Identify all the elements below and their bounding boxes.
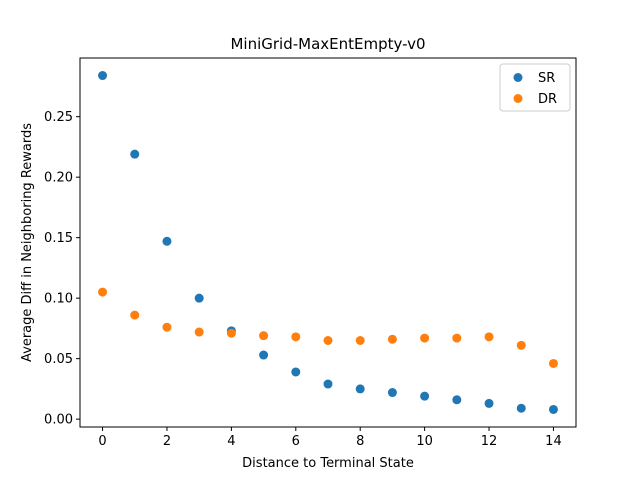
y-axis-label: Average Diff in Neighboring Rewards: [20, 123, 35, 362]
legend-box: [499, 63, 571, 112]
data-points: [98, 71, 558, 414]
x-axis: 0 2 4 6 8 10 12 14: [98, 427, 562, 449]
data-point-sr: [291, 367, 301, 377]
axes-frame: [79, 57, 577, 428]
x-tick-label: 2: [163, 434, 171, 449]
data-point-dr: [548, 358, 558, 368]
data-point-sr: [516, 403, 526, 413]
data-point-sr: [387, 388, 397, 398]
data-point-sr: [194, 293, 204, 303]
legend-marker-sr: [513, 73, 523, 82]
y-tick-label: 0.15: [44, 231, 73, 246]
data-point-sr: [98, 71, 108, 81]
data-point-sr: [355, 384, 365, 394]
data-point-dr: [323, 335, 333, 345]
data-point-sr: [259, 350, 269, 360]
legend-label-sr: SR: [538, 71, 555, 86]
y-tick-label: 0.20: [44, 171, 73, 186]
y-tick-label: 0.10: [44, 292, 73, 307]
data-point-dr: [387, 334, 397, 344]
data-point-sr: [452, 395, 462, 405]
x-tick-label: 4: [227, 434, 235, 449]
legend-label-dr: DR: [538, 92, 557, 107]
x-tick-label: 8: [356, 434, 364, 449]
data-point-dr: [420, 333, 430, 343]
legend: SR DR: [499, 63, 571, 112]
data-point-dr: [291, 332, 301, 342]
data-point-sr: [130, 149, 140, 159]
data-point-sr: [484, 398, 494, 408]
data-point-dr: [259, 331, 269, 341]
y-axis: 0.00 0.05 0.10 0.15 0.20 0.25: [44, 110, 80, 428]
x-tick-label: 6: [292, 434, 300, 449]
x-tick-label: 0: [98, 434, 106, 449]
y-tick-label: 0.05: [44, 352, 73, 367]
legend-marker-dr: [513, 94, 523, 103]
data-point-sr: [323, 379, 333, 389]
series-sr: [98, 71, 558, 414]
y-tick-label: 0.00: [44, 413, 73, 428]
x-axis-label: Distance to Terminal State: [242, 456, 414, 471]
chart-title: MiniGrid-MaxEntEmpty-v0: [230, 35, 425, 53]
data-point-sr: [162, 236, 172, 246]
data-point-dr: [194, 327, 204, 337]
data-point-dr: [484, 332, 494, 342]
data-point-sr: [548, 404, 558, 414]
data-point-dr: [162, 322, 172, 332]
data-point-dr: [226, 328, 236, 338]
data-point-sr: [420, 391, 430, 401]
y-tick-label: 0.25: [44, 110, 73, 125]
data-point-dr: [98, 287, 108, 297]
series-dr: [98, 287, 558, 368]
data-point-dr: [130, 310, 140, 320]
data-point-dr: [452, 333, 462, 343]
data-point-dr: [355, 335, 365, 345]
x-tick-label: 14: [545, 434, 562, 449]
data-point-dr: [516, 340, 526, 350]
x-tick-label: 12: [481, 434, 498, 449]
x-tick-label: 10: [416, 434, 433, 449]
